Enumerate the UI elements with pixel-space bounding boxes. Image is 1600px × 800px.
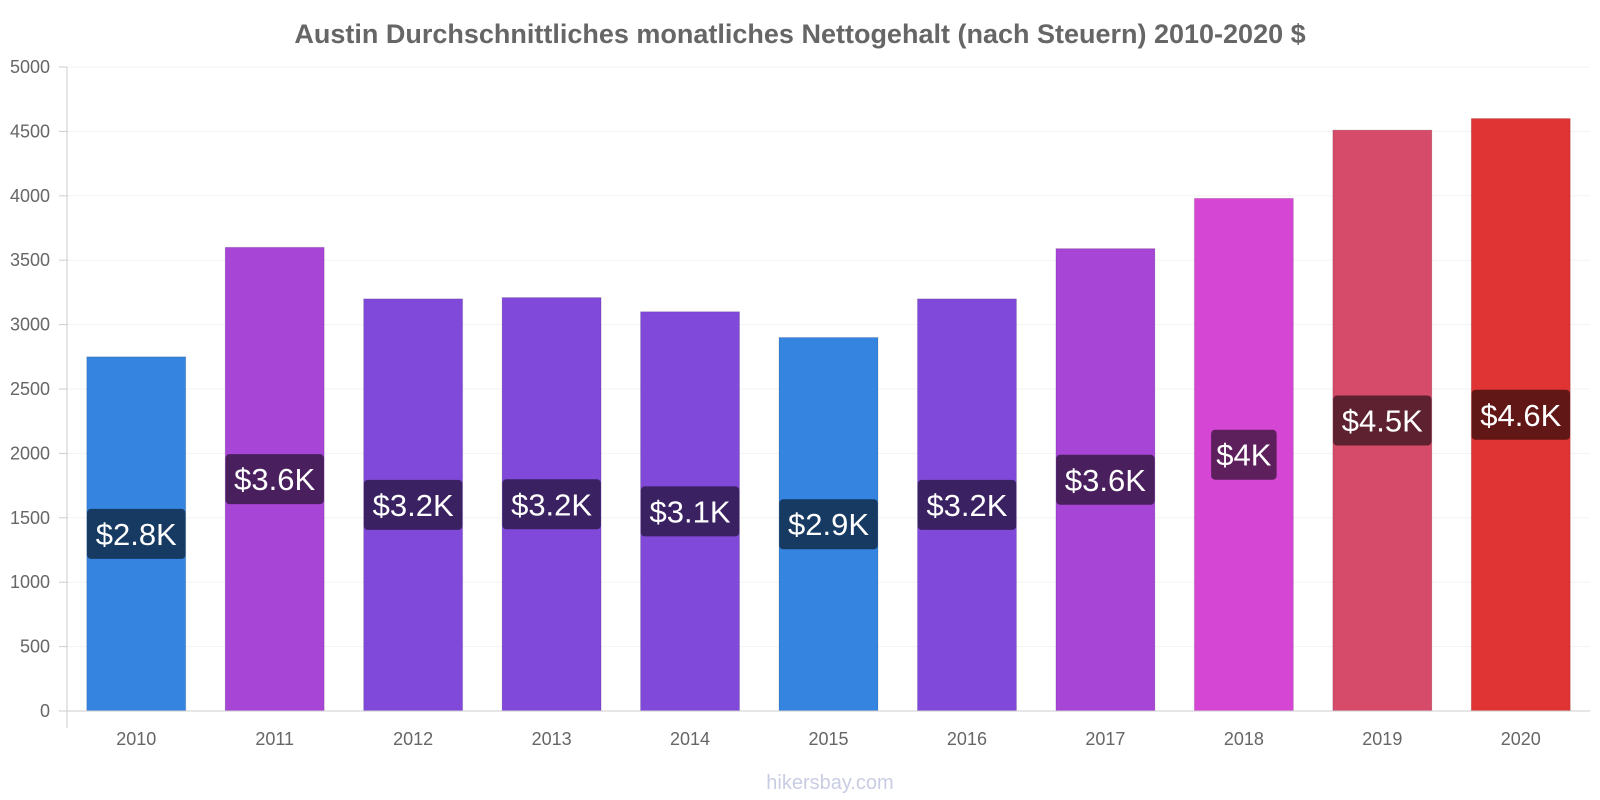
y-tick-label: 4500 <box>10 121 50 141</box>
value-label: $3.6K <box>234 462 315 497</box>
value-label: $2.9K <box>788 507 869 542</box>
value-label-box <box>363 479 463 530</box>
value-label-box <box>1471 389 1571 440</box>
value-label: $3.2K <box>511 487 592 522</box>
y-tick-label: 3000 <box>10 315 50 335</box>
x-tick-label: 2010 <box>116 729 156 749</box>
value-label: $3.2K <box>926 488 1007 523</box>
x-tick-label: 2019 <box>1362 729 1402 749</box>
y-axis: 0 500 1000 1500 2000 2500 3000 3500 4000 4500 5000 <box>10 57 68 728</box>
x-tick-label: 2017 <box>1085 729 1125 749</box>
value-label-box <box>917 479 1017 530</box>
x-tick-label: 2020 <box>1501 729 1541 749</box>
y-tick-label: 5000 <box>10 57 50 77</box>
x-tick-label: 2014 <box>670 729 710 749</box>
y-tick-label: 1500 <box>10 508 50 528</box>
watermark: hikersbay.com <box>766 772 893 794</box>
y-tick-label: 3500 <box>10 250 50 270</box>
y-tick-label: 500 <box>20 637 50 657</box>
value-label: $3.6K <box>1065 463 1146 498</box>
value-label: $4.5K <box>1342 404 1423 439</box>
value-label: $4.6K <box>1480 398 1561 433</box>
value-label-box <box>1056 454 1155 505</box>
x-tick-label: 2016 <box>947 729 987 749</box>
value-label: $2.8K <box>96 517 177 552</box>
x-tick-label: 2011 <box>255 729 294 749</box>
y-tick-label: 2500 <box>10 379 50 399</box>
value-label-box <box>225 454 324 505</box>
x-tick-label: 2018 <box>1224 729 1264 749</box>
value-label-box <box>1333 395 1432 446</box>
value-label: $4K <box>1216 438 1271 473</box>
value-label-box <box>1211 429 1277 480</box>
x-tick-label: 2012 <box>393 729 433 749</box>
y-tick-label: 4000 <box>10 186 50 206</box>
value-label-box <box>779 499 878 550</box>
x-tick-label: 2015 <box>808 729 848 749</box>
value-label: $3.2K <box>373 488 454 523</box>
x-tick-label: 2013 <box>532 729 572 749</box>
value-labels: $2.8K $3.6K $3.2K $3.2K $3.1K $2.9K $3.2K $3.6K… <box>86 389 1571 559</box>
y-tick-label: 1000 <box>10 572 50 592</box>
chart-title: Austin Durchschnittliches monatliches Ne… <box>294 19 1305 49</box>
y-tick-label: 0 <box>40 701 50 721</box>
value-label-box <box>86 508 186 559</box>
y-tick-label: 2000 <box>10 443 50 463</box>
value-label: $3.1K <box>650 494 731 529</box>
value-label-box <box>502 479 601 530</box>
x-axis: 2010 2011 2012 2013 2014 2015 2016 2017 2018 2019… <box>59 710 1590 749</box>
value-label-box <box>640 486 740 537</box>
